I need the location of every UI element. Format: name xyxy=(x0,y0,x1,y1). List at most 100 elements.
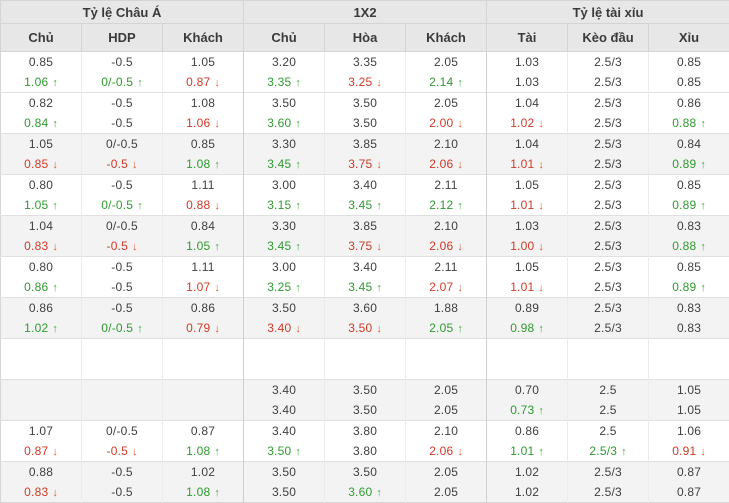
odds-cell: 3.00 xyxy=(244,257,325,278)
odds-value: 3.15 xyxy=(267,198,291,212)
odds-cell: 1.05 xyxy=(649,380,729,401)
odds-value: 0.88 xyxy=(672,116,696,130)
odds-cell: 0.88↓ xyxy=(163,195,244,216)
odds-cell: 0.98↑ xyxy=(487,318,568,339)
odds-value: 1.01 xyxy=(510,280,534,294)
odds-value: 2.5 xyxy=(599,383,616,397)
odds-value: 0.85 xyxy=(24,157,48,171)
odds-value: -0.5 xyxy=(107,239,128,253)
odds-value: -0.5 xyxy=(107,444,128,458)
odds-cell: -0.5↓ xyxy=(82,154,163,175)
odds-value: 0.85 xyxy=(677,55,701,69)
odds-cell: 1.02 xyxy=(487,482,568,503)
odds-value: 3.45 xyxy=(267,239,291,253)
odds-cell xyxy=(649,339,729,360)
odds-cell: 2.00↓ xyxy=(406,113,487,134)
odds-value: 2.5/3 xyxy=(594,301,622,315)
odds-value: 0.83 xyxy=(24,485,48,499)
odds-cell: 1.05 xyxy=(649,400,729,421)
odds-cell: 3.50 xyxy=(325,380,406,401)
column-header-draw: Hòa xyxy=(325,24,406,52)
odds-cell: 1.03 xyxy=(487,52,568,73)
odds-cell: 2.5/3 xyxy=(568,462,649,483)
odds-value: 3.00 xyxy=(272,178,296,192)
odds-cell: 2.06↓ xyxy=(406,441,487,462)
odds-cell: 3.50 xyxy=(325,400,406,421)
odds-value: 2.11 xyxy=(434,260,457,274)
odds-value: 3.40 xyxy=(353,178,377,192)
up-arrow-icon: ↑ xyxy=(52,323,58,335)
down-arrow-icon: ↓ xyxy=(52,159,58,171)
odds-cell xyxy=(1,400,82,421)
odds-value: 1.03 xyxy=(515,55,539,69)
odds-value: 1.02 xyxy=(515,465,539,479)
odds-value: 3.60 xyxy=(267,116,291,130)
odds-value: 0.85 xyxy=(677,260,701,274)
up-arrow-icon: ↑ xyxy=(52,282,58,294)
odds-cell: 1.01↑ xyxy=(487,441,568,462)
odds-value: 3.50 xyxy=(353,383,377,397)
odds-cell xyxy=(163,359,244,380)
odds-cell: 1.01↓ xyxy=(487,195,568,216)
down-arrow-icon: ↓ xyxy=(132,446,138,458)
odds-cell: 0/-0.5↑ xyxy=(82,195,163,216)
odds-cell: 3.40↓ xyxy=(244,318,325,339)
odds-cell: 1.00↓ xyxy=(487,236,568,257)
odds-cell: -0.5 ↓ xyxy=(82,441,163,462)
odds-cell: 0.91↓ xyxy=(649,441,729,462)
odds-row: 0.85↓-0.5↓1.08↑3.45↑3.75↓2.06↓1.01↓2.5/3… xyxy=(1,154,729,175)
odds-value: -0.5 xyxy=(111,96,132,110)
odds-value: -0.5 xyxy=(111,280,132,294)
odds-cell: 1.01↓ xyxy=(487,277,568,298)
odds-value: 0.87 xyxy=(677,485,701,499)
odds-value: 1.01 xyxy=(510,157,534,171)
odds-value: 2.00 xyxy=(429,116,453,130)
odds-value: 3.35 xyxy=(267,75,291,89)
odds-cell xyxy=(82,359,163,380)
column-header-over: Tài xyxy=(487,24,568,52)
odds-cell: 2.5 xyxy=(568,400,649,421)
odds-value: 2.12 xyxy=(429,198,453,212)
odds-cell: 3.40 xyxy=(325,175,406,196)
odds-cell: 2.10 xyxy=(406,421,487,442)
odds-cell: 0.87 xyxy=(649,482,729,503)
odds-value: 2.10 xyxy=(434,137,458,151)
up-arrow-icon: ↑ xyxy=(52,200,58,212)
odds-value: 2.5 xyxy=(599,424,616,438)
up-arrow-icon: ↑ xyxy=(700,118,706,130)
odds-cell: 0.84 xyxy=(163,216,244,237)
odds-cell: 3.60↑ xyxy=(325,482,406,503)
odds-cell: 1.08 xyxy=(163,93,244,114)
odds-cell: 3.85 xyxy=(325,134,406,155)
odds-value: 0/-0.5 xyxy=(106,219,138,233)
odds-cell xyxy=(163,380,244,401)
odds-cell: 2.5/3 xyxy=(568,154,649,175)
odds-value: -0.5 xyxy=(111,178,132,192)
down-arrow-icon: ↓ xyxy=(376,323,382,335)
odds-value: -0.5 xyxy=(111,116,132,130)
odds-cell: -0.5 xyxy=(82,175,163,196)
odds-cell: 1.11 xyxy=(163,175,244,196)
up-arrow-icon: ↑ xyxy=(52,77,58,89)
odds-cell xyxy=(1,339,82,360)
odds-cell: 0.89↑ xyxy=(649,154,729,175)
odds-value: 0.80 xyxy=(29,178,53,192)
odds-value: 3.35 xyxy=(353,55,377,69)
odds-row xyxy=(1,359,729,380)
odds-value: 1.11 xyxy=(191,178,214,192)
group-header-1x2: 1X2 xyxy=(244,1,487,24)
odds-cell: 0.85 xyxy=(649,257,729,278)
up-arrow-icon: ↑ xyxy=(214,487,220,499)
odds-value: 0.84 xyxy=(191,219,215,233)
odds-cell: 3.60↑ xyxy=(244,113,325,134)
odds-value: 1.02 xyxy=(510,116,534,130)
odds-cell: -0.5 xyxy=(82,462,163,483)
odds-cell: 3.50↓ xyxy=(325,318,406,339)
odds-cell xyxy=(244,359,325,380)
odds-cell: 3.75↓ xyxy=(325,236,406,257)
odds-value: 3.50 xyxy=(272,465,296,479)
odds-cell: 2.06↓ xyxy=(406,154,487,175)
odds-cell: 2.05 xyxy=(406,52,487,73)
